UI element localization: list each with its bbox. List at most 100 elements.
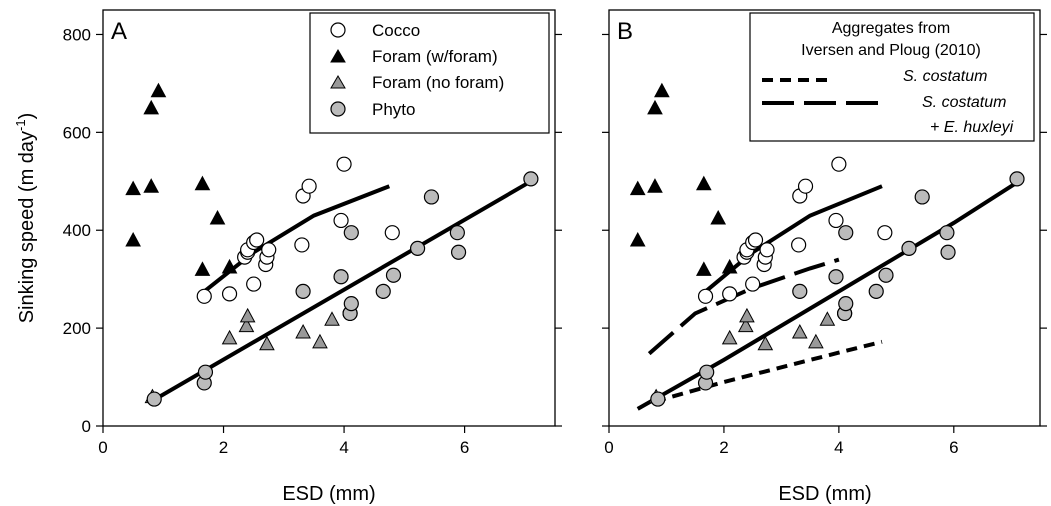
- point-a-s0-1: [221, 286, 238, 302]
- point-a-s1-4: [150, 82, 167, 98]
- legend-b: Aggregates from Iversen and Ploug (2010)…: [749, 12, 1035, 142]
- fit-line-b-0: [702, 184, 883, 295]
- point-b-s1-3: [647, 99, 663, 115]
- point-a-s0-13: [301, 178, 317, 194]
- point-a-s0-5: [246, 276, 262, 292]
- point-b-s3-11: [914, 189, 930, 205]
- point-b-s0-14: [828, 212, 844, 229]
- x-tick-label-b-0: 0: [604, 438, 613, 457]
- y-tick-label-a-200: 200: [63, 319, 91, 338]
- point-a-s3-14: [523, 171, 539, 187]
- point-b-s2-4: [757, 335, 774, 351]
- point-a-s3-0: [146, 391, 162, 407]
- plot-frame-a: [102, 9, 556, 427]
- point-a-s1-1: [125, 180, 141, 196]
- legend-a-foram-no-marker: [330, 75, 346, 89]
- point-b-s3-8: [868, 283, 884, 300]
- point-b-s2-3: [739, 307, 755, 323]
- legend-b-box: [749, 12, 1035, 142]
- fit-line-b-2: [654, 339, 883, 404]
- point-b-s3-3: [792, 283, 808, 300]
- point-b-s0-15: [831, 156, 847, 172]
- point-b-s3-12: [939, 225, 955, 241]
- point-b-s0-13: [797, 178, 814, 194]
- legend-a: Cocco Foram (w/foram) Foram (no foram) P…: [309, 12, 550, 134]
- point-b-s3-0: [650, 391, 666, 407]
- point-b-s0-0: [697, 288, 714, 304]
- panel-a: A 0 2 4 6 0 200 400 600 800 ESD (mm) Sinking spe…: [13, 9, 562, 505]
- point-b-s1-7: [710, 209, 727, 225]
- fit-line-a-1: [150, 179, 532, 404]
- legend-a-foram-no-label: Foram (no foram): [372, 73, 504, 92]
- point-a-s3-7: [343, 225, 359, 241]
- point-a-s3-10: [409, 240, 426, 256]
- point-a-s0-11: [294, 237, 310, 253]
- point-b-s2-5: [791, 323, 808, 339]
- fit-line-b-1: [636, 177, 1024, 411]
- legend-a-cocco-label: Cocco: [372, 21, 420, 40]
- point-b-s3-2: [699, 364, 715, 380]
- panel-label-a: A: [111, 18, 127, 45]
- point-a-s2-4: [259, 335, 275, 351]
- point-a-s0-7: [249, 232, 265, 248]
- point-b-s1-4: [654, 82, 670, 98]
- x-tick-label-a-0: 0: [98, 438, 107, 457]
- point-a-s0-17: [384, 225, 400, 241]
- y-tick-label-a-400: 400: [63, 221, 91, 240]
- point-a-s3-13: [450, 244, 467, 260]
- point-b-s1-6: [695, 261, 712, 276]
- legend-a-cocco-marker: [330, 22, 346, 38]
- point-a-s3-11: [423, 189, 440, 205]
- point-a-s1-2: [143, 178, 160, 193]
- point-b-s0-5: [745, 276, 761, 292]
- x-tick-label-a-2: 2: [219, 438, 228, 457]
- point-b-s1-5: [695, 175, 712, 191]
- point-a-s3-12: [449, 225, 465, 241]
- panel-b: B 0 2 4 6 ESD (mm) Aggregates from Iversen …: [602, 9, 1047, 505]
- fit-line-b-3: [647, 257, 840, 356]
- y-axis-title: Sinking speed (m day-1): [13, 113, 38, 324]
- point-a-s1-6: [194, 261, 211, 276]
- point-b-s2-6: [808, 333, 824, 349]
- point-a-s0-15: [336, 156, 352, 172]
- x-tick-label-a-4: 4: [339, 438, 348, 457]
- point-b-s3-13: [940, 244, 956, 260]
- point-b-s3-10: [901, 240, 917, 256]
- x-axis-title-b: ESD (mm): [778, 483, 871, 505]
- legend-a-phyto-marker: [330, 101, 346, 117]
- point-a-s3-4: [333, 269, 349, 285]
- point-b-s0-1: [722, 286, 738, 302]
- point-a-s3-2: [197, 364, 214, 380]
- data-points-a: [125, 82, 539, 407]
- point-a-s1-3: [143, 99, 160, 115]
- legend-b-title-2: Iversen and Ploug (2010): [801, 42, 981, 59]
- point-b-s3-6: [838, 296, 854, 312]
- point-b-s0-10: [759, 242, 775, 258]
- y-axis-title-close: ): [16, 113, 38, 120]
- point-a-s3-6: [343, 296, 359, 312]
- point-a-s1-5: [194, 175, 211, 191]
- point-b-s3-7: [838, 225, 854, 241]
- point-a-s2-1: [221, 329, 238, 345]
- panel-label-b: B: [617, 18, 633, 45]
- x-tick-label-a-6: 6: [460, 438, 469, 457]
- point-a-s2-6: [312, 333, 328, 349]
- point-a-s3-3: [295, 283, 311, 300]
- y-tick-label-a-800: 800: [63, 25, 91, 44]
- point-b-s1-0: [629, 231, 646, 247]
- point-b-s0-11: [791, 237, 807, 253]
- legend-b-scostatum-ehux-label: S. costatum: [922, 94, 1006, 111]
- legend-a-box: [309, 12, 550, 134]
- data-points-b: [629, 82, 1025, 407]
- point-b-s1-1: [629, 180, 646, 196]
- point-b-s0-17: [877, 225, 893, 241]
- legend-b-ehux-label: + E. huxleyi: [930, 119, 1014, 136]
- fit-line-a-0: [201, 184, 391, 295]
- point-a-s2-7: [324, 311, 340, 326]
- point-a-s1-7: [209, 209, 226, 225]
- point-b-s1-2: [647, 178, 663, 193]
- point-a-s1-8: [221, 258, 238, 274]
- point-b-s3-4: [828, 269, 844, 285]
- point-a-s2-5: [295, 323, 311, 339]
